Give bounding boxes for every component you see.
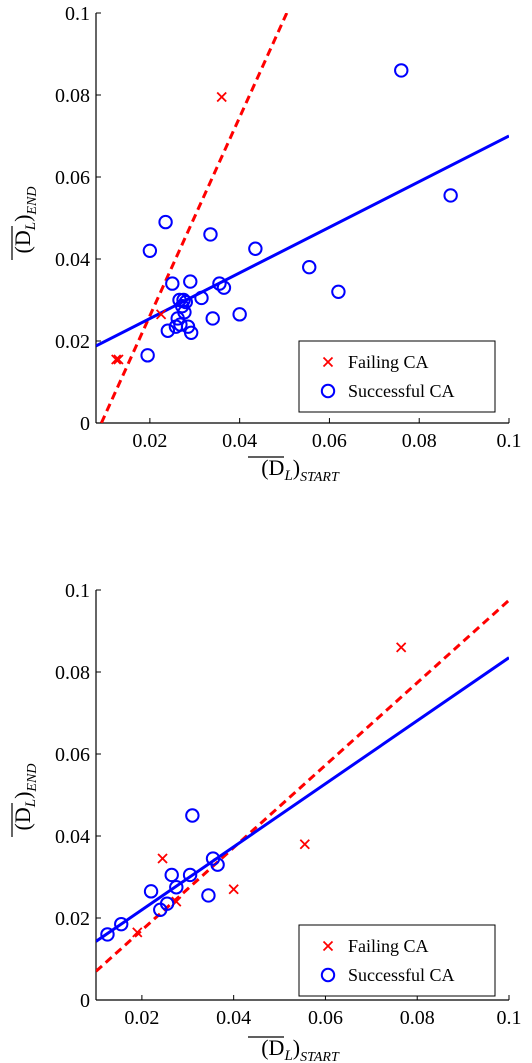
y-tick-label: 0.1: [65, 3, 90, 25]
successful-point: [443, 188, 458, 203]
plot-area: [96, 13, 509, 423]
legend-failing-label: Failing CA: [348, 352, 429, 372]
legend: Failing CA Successful CA: [298, 924, 496, 997]
x-tick-label: 0.04: [222, 430, 257, 452]
successful-point: [194, 290, 209, 306]
successful-point: [173, 317, 188, 332]
legend-failing-label: Failing CA: [348, 936, 429, 956]
y-axis-label: (DL)END: [10, 764, 40, 831]
successful-point: [216, 280, 232, 295]
failing-point: [157, 853, 168, 864]
y-axis-label-group: (DL)END: [10, 187, 40, 260]
successful-point: [143, 884, 159, 899]
legend-successful-marker: [320, 383, 336, 399]
y-tick-label: 0: [80, 413, 90, 435]
fit-line-failing-ca: [100, 13, 289, 423]
successful-point: [174, 298, 190, 314]
y-tick-label: 0.08: [55, 85, 90, 107]
successful-point: [185, 808, 200, 823]
x-marker-stroke: [396, 642, 407, 653]
successful-point: [164, 867, 179, 883]
legend-successful-marker: [320, 967, 336, 983]
legend-failing-marker: [322, 356, 334, 368]
failing-point: [132, 927, 143, 938]
x-marker-stroke: [216, 91, 227, 103]
successful-point: [169, 880, 184, 895]
y-tick-label: 0.02: [55, 331, 90, 353]
y-axis-label: (DL)END: [10, 187, 40, 254]
successful-point: [177, 305, 192, 320]
x-tick-label: 0.06: [312, 430, 347, 452]
successful-point: [165, 276, 180, 291]
successful-point: [114, 916, 129, 932]
successful-point: [178, 294, 193, 310]
x-marker-stroke: [111, 354, 122, 365]
x-marker-stroke: [132, 927, 143, 938]
x-tick-label: 0.08: [402, 430, 437, 452]
successful-point: [159, 896, 175, 911]
y-tick-label: 0.08: [55, 662, 90, 684]
legend-failing-marker: [322, 940, 334, 952]
successful-point: [182, 867, 198, 883]
legend-successful-label: Successful CA: [348, 381, 455, 401]
x-tick-label: 0.04: [216, 1007, 251, 1029]
plot-area: [96, 599, 509, 973]
successful-point: [302, 260, 317, 275]
y-tick-label: 0.06: [55, 167, 90, 189]
successful-point: [232, 307, 247, 322]
x-axis-label: (DL)START: [261, 455, 340, 485]
fit-line-successful-ca: [96, 656, 509, 943]
successful-point: [394, 63, 409, 78]
y-tick-label: 0.06: [55, 744, 90, 766]
x-marker-stroke: [228, 884, 239, 895]
y-tick-label: 0: [80, 990, 90, 1012]
successful-point: [248, 241, 263, 256]
fit-line-successful-ca: [96, 134, 509, 348]
x-tick-label: 0.1: [497, 1007, 522, 1029]
failing-point: [299, 839, 310, 850]
successful-point: [210, 857, 225, 872]
successful-point: [142, 243, 158, 259]
successful-point: [140, 348, 155, 363]
y-axis-label-group: (DL)END: [10, 764, 40, 837]
x-tick-label: 0.02: [132, 430, 167, 452]
x-tick-label: 0.1: [497, 430, 522, 452]
failing-point: [111, 354, 122, 365]
y-tick-label: 0.1: [65, 580, 90, 602]
y-tick-label: 0.04: [55, 826, 90, 848]
failing-point: [228, 884, 239, 895]
successful-point: [212, 276, 227, 291]
x-marker-stroke: [157, 853, 168, 864]
legend-box: [298, 340, 496, 413]
x-tick-label: 0.06: [308, 1007, 343, 1029]
x-axis-label: (DL)START: [261, 1035, 340, 1063]
x-tick-label: 0.08: [400, 1007, 435, 1029]
successful-point: [100, 927, 115, 942]
successful-point: [205, 311, 220, 326]
successful-point: [183, 325, 199, 340]
legend-successful-label: Successful CA: [348, 965, 455, 985]
failing-point: [155, 309, 167, 320]
x-tick-label: 0.02: [124, 1007, 159, 1029]
x-marker-stroke: [113, 354, 124, 365]
failing-point: [396, 642, 407, 653]
chart-panel-1: 0.02 0.04 0.06 0.08 0.100.020.040.060.080.1F…: [10, 3, 522, 485]
x-marker-stroke: [155, 309, 167, 320]
successful-point: [183, 274, 198, 289]
successful-point: [158, 214, 173, 230]
successful-point: [203, 227, 218, 242]
successful-point: [331, 284, 346, 299]
y-tick-label: 0.04: [55, 249, 90, 271]
successful-point: [160, 323, 176, 338]
legend: Failing CA Successful CA: [298, 340, 496, 413]
failing-point: [113, 354, 124, 365]
failing-point: [216, 91, 227, 103]
successful-point: [201, 888, 216, 903]
y-tick-label: 0.02: [55, 908, 90, 930]
chart-panel-2: 0.02 0.04 0.06 0.08 0.100.020.040.060.080.1F…: [10, 580, 522, 1063]
legend-box: [298, 924, 496, 997]
x-marker-stroke: [299, 839, 310, 850]
